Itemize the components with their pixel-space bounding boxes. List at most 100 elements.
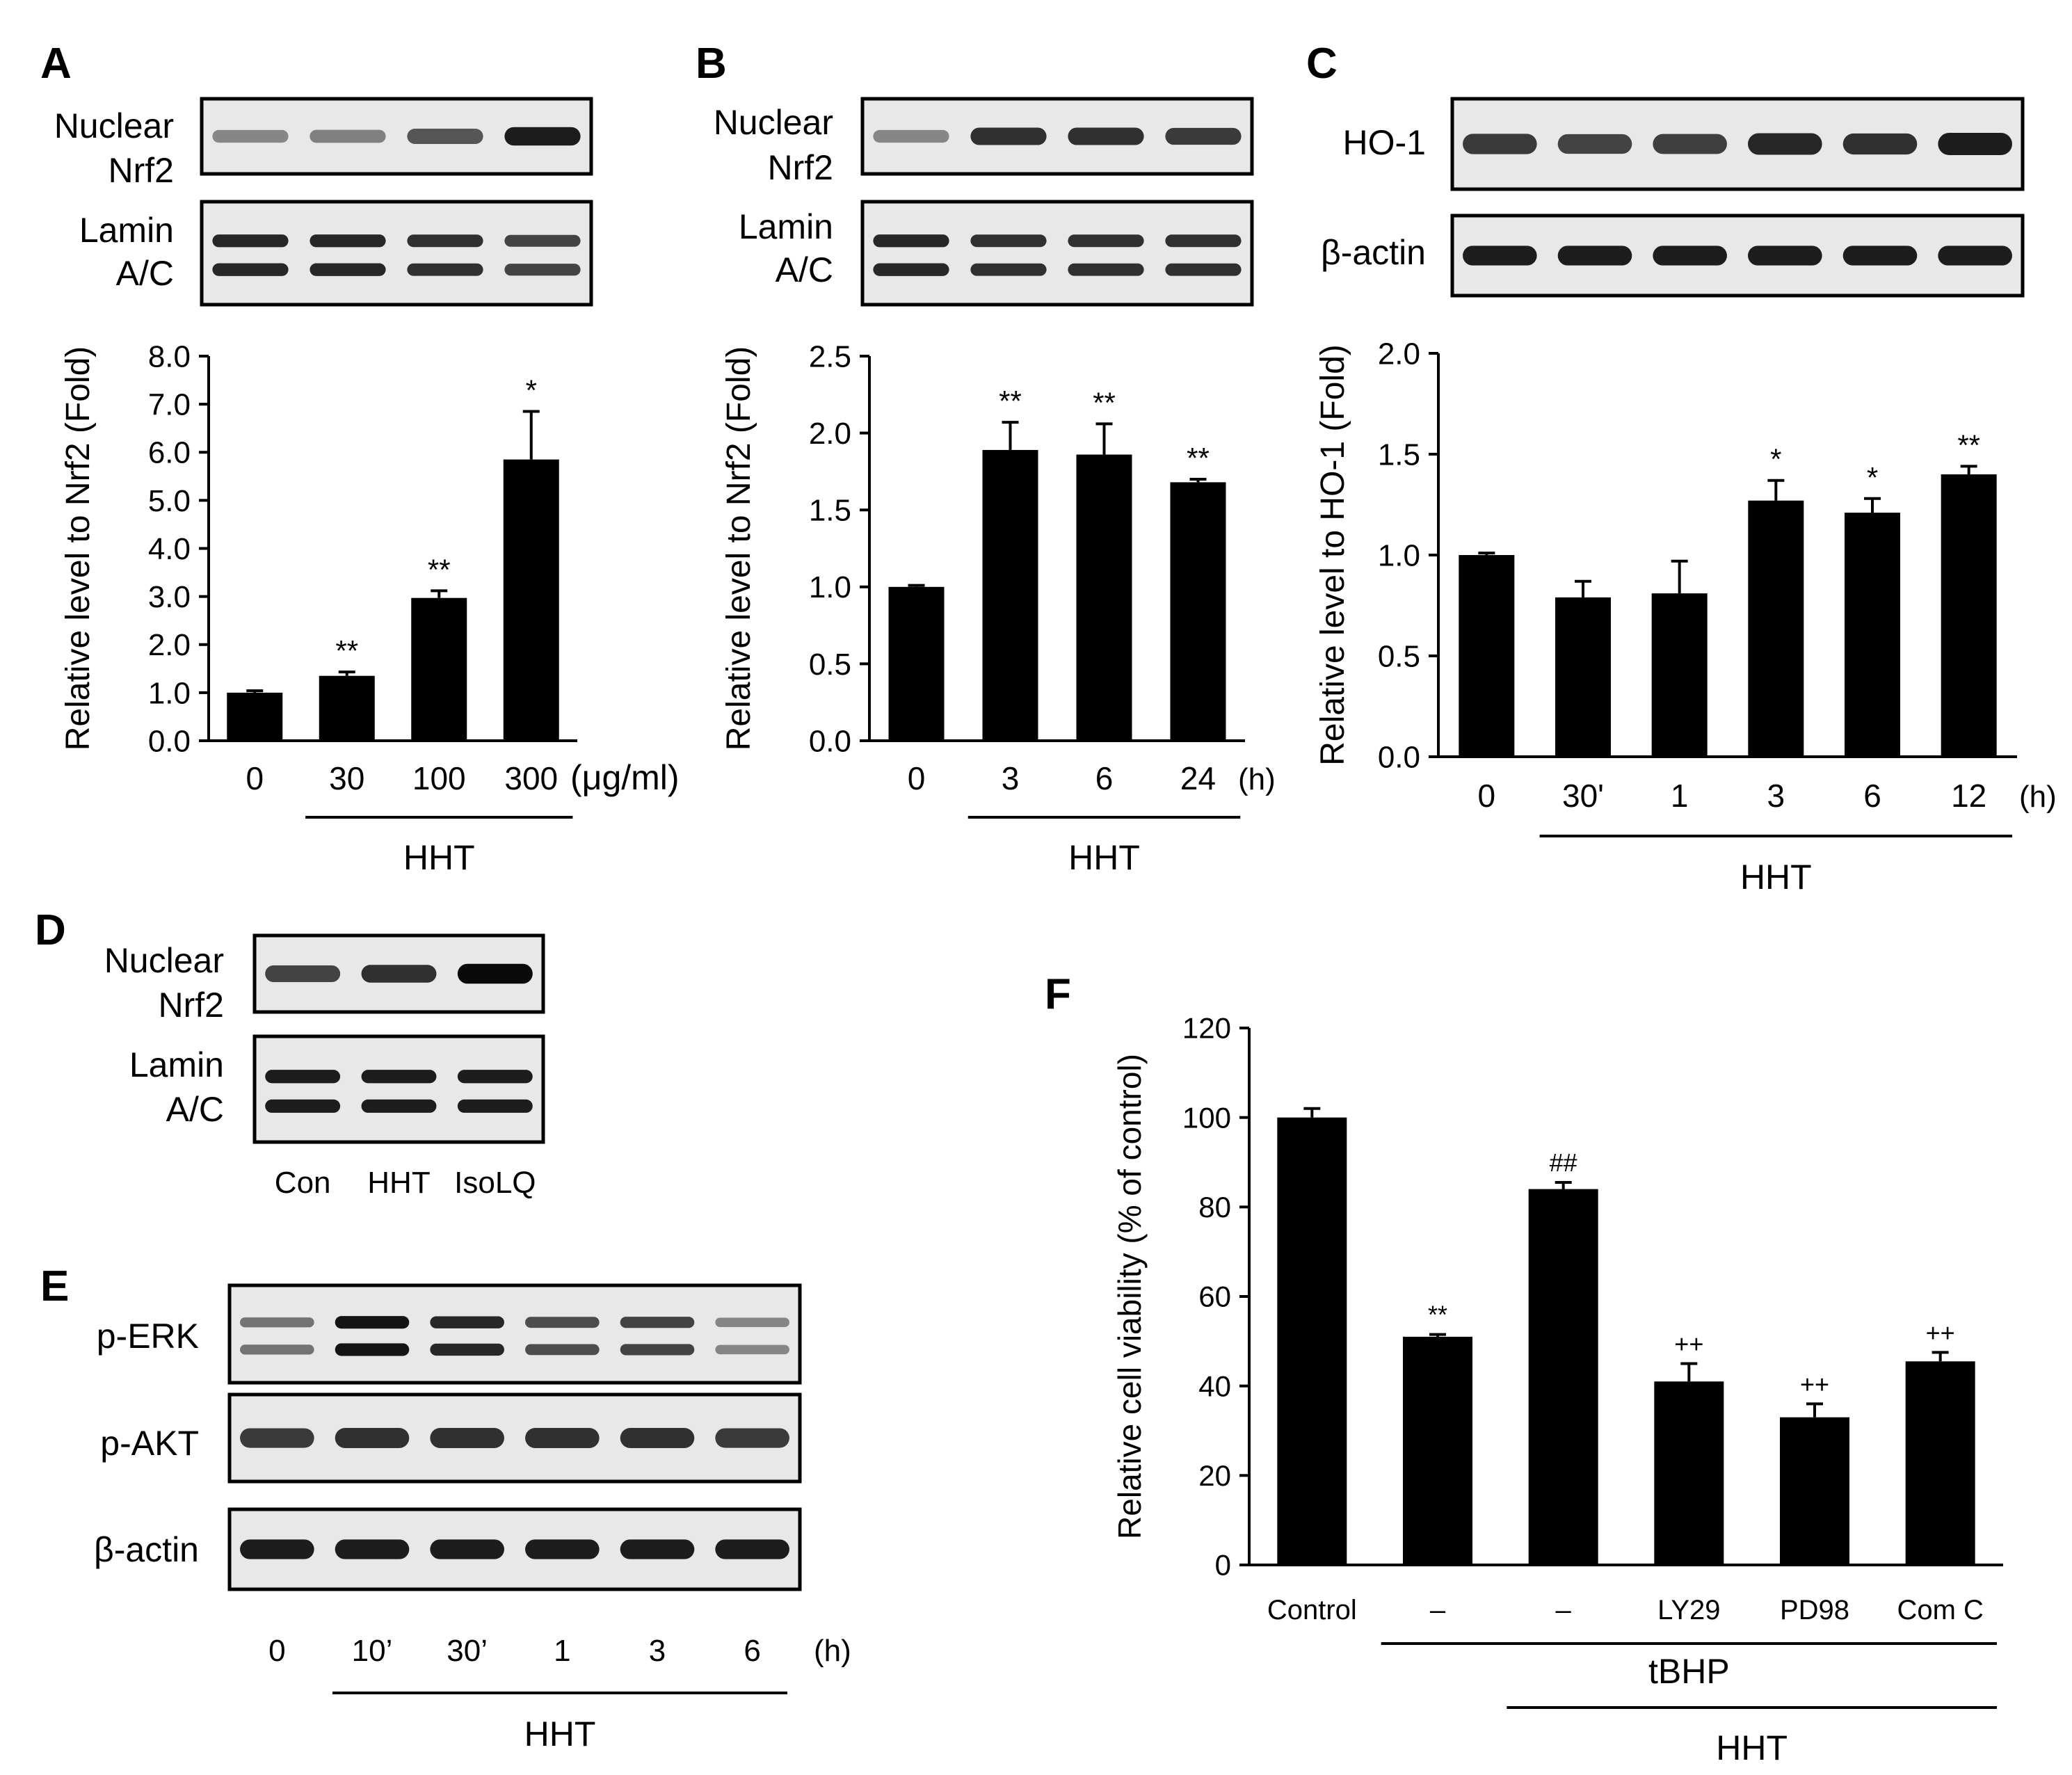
bar-f-2 xyxy=(1528,1189,1598,1565)
y-tick-label: 8.0 xyxy=(148,339,191,374)
bar-f-5 xyxy=(1905,1361,1975,1565)
blot-b-lamin-band xyxy=(1165,263,1242,276)
y-tick-label: 5.0 xyxy=(148,484,191,518)
bar-c-1 xyxy=(1555,597,1611,757)
blot-e-perk-band xyxy=(620,1317,695,1328)
blot-b-lamin-band xyxy=(1068,234,1144,248)
group-label-e: HHT xyxy=(524,1714,596,1753)
panel-label-f: F xyxy=(1045,970,1071,1018)
blot-e-pakt-band xyxy=(525,1428,600,1448)
blot-a-nrf2-band xyxy=(407,128,483,145)
blot-e-perk-band xyxy=(715,1344,789,1355)
lane-label-e: 3 xyxy=(649,1634,666,1668)
blot-b-lamin-band xyxy=(970,263,1047,276)
bar-b-1 xyxy=(982,449,1038,741)
blot-e-perk-band xyxy=(715,1317,789,1327)
blot-e-actin xyxy=(227,1507,802,1591)
y-tick-label: 1.0 xyxy=(1378,538,1420,572)
blot-e-pakt-band xyxy=(620,1428,695,1448)
blot-e-perk-band xyxy=(430,1316,504,1328)
blot-b-lamin-band xyxy=(1165,234,1242,248)
x-unit-label: (μg/ml) xyxy=(570,758,680,797)
blot-label-c-2: β-actin xyxy=(1321,233,1426,272)
blot-b-nrf2-band xyxy=(873,129,949,143)
blot-e-perk-frame xyxy=(227,1283,802,1385)
significance-label: ** xyxy=(1428,1301,1447,1329)
bar-a-2 xyxy=(411,597,467,741)
bar-f-1 xyxy=(1403,1336,1472,1565)
y-tick-label: 20 xyxy=(1198,1459,1231,1492)
blot-d-lamin xyxy=(252,1034,545,1144)
bar-c-3 xyxy=(1748,500,1804,757)
x-tick-label: – xyxy=(1556,1595,1572,1625)
significance-label: ** xyxy=(1093,386,1116,419)
significance-label: ++ xyxy=(1800,1370,1829,1398)
significance-label: ++ xyxy=(1674,1330,1703,1358)
x-tick-label: 3 xyxy=(1767,778,1785,814)
blot-d-lamin-band xyxy=(457,1070,533,1084)
blot-c-ho1-band xyxy=(1842,133,1918,155)
blot-c-actin-band xyxy=(1653,246,1727,266)
lane-label-e: 10’ xyxy=(352,1634,393,1668)
blot-e-actin-band xyxy=(715,1539,789,1559)
blot-b-nrf2-band xyxy=(1165,127,1242,145)
blot-label-b-3: Lamin xyxy=(739,207,833,246)
blot-a-lamin-band xyxy=(504,264,581,276)
blot-label-a-4: A/C xyxy=(116,254,174,293)
significance-label: ** xyxy=(335,634,358,667)
blot-a-nrf2-band xyxy=(310,129,386,143)
blot-c-ho1-band xyxy=(1938,133,2012,155)
blot-d-lamin-band xyxy=(265,1070,341,1084)
chart-c: 0.0 0.5 1.0 1.5 2.0 Relative level to HO-1 (F… xyxy=(1315,337,2057,897)
blot-e-perk-band xyxy=(525,1317,600,1328)
blot-e-actin-frame xyxy=(227,1507,802,1591)
blot-d-lamin-band xyxy=(361,1099,437,1113)
blot-d-lamin-frame xyxy=(252,1034,545,1144)
x-tick-label: PD98 xyxy=(1780,1595,1849,1625)
x-tick-label: 0 xyxy=(246,760,264,796)
bar-f-4 xyxy=(1780,1417,1849,1565)
x-tick-label: 30 xyxy=(329,760,364,796)
bar-c-2 xyxy=(1651,593,1708,757)
blot-e-actin-band xyxy=(335,1539,410,1559)
blot-e-pakt xyxy=(227,1392,802,1484)
panel-label-e: E xyxy=(40,1262,69,1310)
blot-a-lamin-band xyxy=(310,263,386,276)
significance-label: ## xyxy=(1550,1148,1577,1177)
y-tick-label: 100 xyxy=(1182,1101,1231,1134)
blot-label-a-2: Nrf2 xyxy=(109,151,174,190)
chart-a: 0.0 1.0 2.0 3.0 4.0 5.0 6.0 7.0 8.0 Relative leve… xyxy=(60,339,680,877)
blot-a-lamin-band xyxy=(407,234,483,248)
chart-f: 0 20 40 60 80 100 120 Relative cell viability (… xyxy=(1111,1012,2003,1767)
blot-c-ho1 xyxy=(1450,97,2025,191)
y-axis-label: Relative level to Nrf2 (Fold) xyxy=(60,346,97,751)
blot-e-pakt-band xyxy=(430,1428,504,1448)
blot-d-nrf2 xyxy=(252,933,545,1014)
blot-c-ho1-frame xyxy=(1450,97,2025,191)
group-label: HHT xyxy=(403,838,475,877)
blot-e-actin-band xyxy=(620,1539,695,1559)
group-label: HHT xyxy=(1068,838,1140,877)
bar-f-3 xyxy=(1654,1381,1724,1565)
x-tick-label: Control xyxy=(1267,1595,1357,1625)
lane-label-e: 6 xyxy=(744,1634,760,1668)
lane-label-d: IsoLQ xyxy=(454,1166,536,1200)
y-axis-label: Relative cell viability (% of control) xyxy=(1111,1054,1148,1539)
y-tick-label: 120 xyxy=(1182,1012,1231,1045)
significance-label: * xyxy=(1770,443,1781,476)
blot-e-perk-band xyxy=(430,1343,504,1356)
y-tick-label: 2.0 xyxy=(1378,337,1420,371)
bar-a-1 xyxy=(319,675,375,741)
blot-c-actin-frame xyxy=(1450,214,2025,298)
lane-label-e: 1 xyxy=(554,1634,570,1668)
y-axis-label: Relative level to Nrf2 (Fold) xyxy=(721,346,757,751)
y-tick-label: 1.5 xyxy=(809,494,851,528)
y-tick-label: 2.0 xyxy=(148,628,191,662)
y-tick-label: 80 xyxy=(1198,1191,1231,1223)
blot-e-perk xyxy=(227,1283,802,1385)
y-tick-label: 4.0 xyxy=(148,532,191,566)
y-tick-label: 0.0 xyxy=(809,724,851,758)
blot-d-nrf2-band xyxy=(361,965,437,983)
y-tick-label: 2.5 xyxy=(809,339,851,374)
blot-e-pakt-band xyxy=(335,1428,410,1448)
